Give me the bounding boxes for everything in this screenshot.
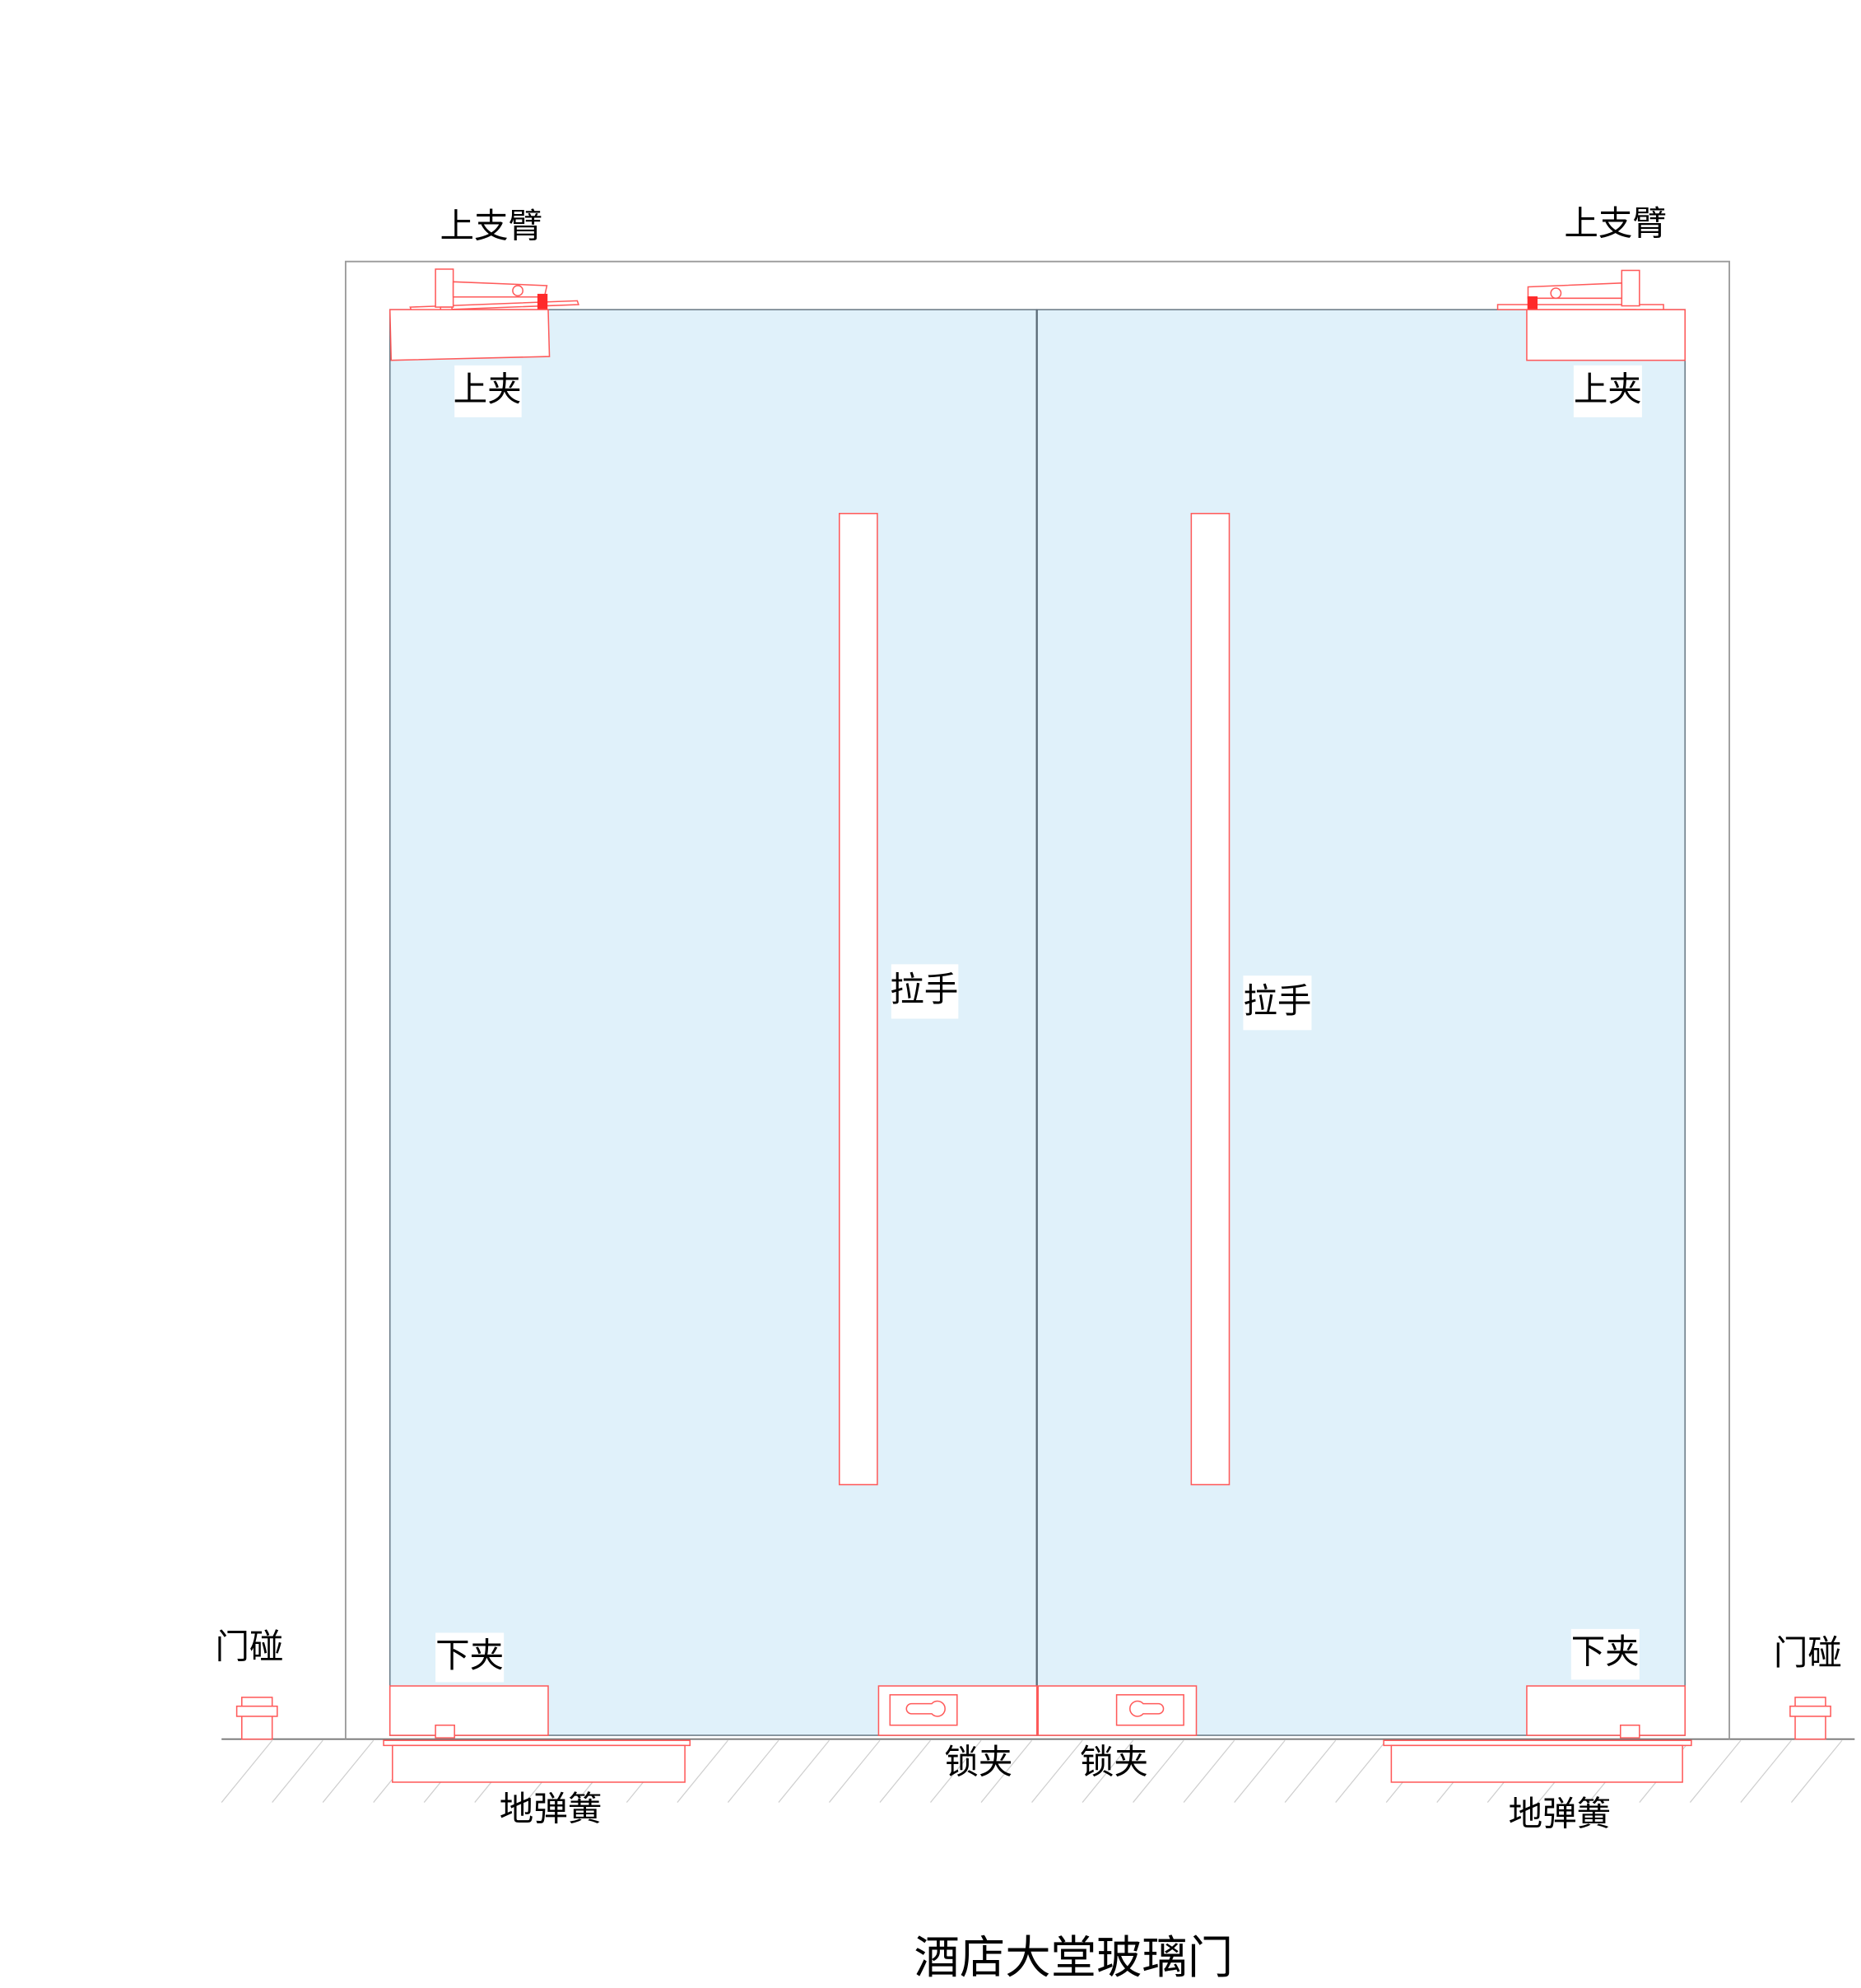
label-bottom-clamp-right: 下夹 <box>1571 1632 1640 1672</box>
hatch-line <box>828 1739 881 1803</box>
drawing-title: 酒店大堂玻璃门 <box>914 1932 1234 1985</box>
hatch-line <box>1234 1739 1286 1803</box>
hatch-line <box>1790 1739 1843 1803</box>
label-top-clamp-left: 上夹 <box>454 369 522 409</box>
hatch-line <box>1031 1739 1083 1803</box>
label-handle-right: 拉手 <box>1243 980 1311 1021</box>
label-lock-clamp-left: 锁夹 <box>944 1741 1012 1781</box>
label-floor-spring-right: 地弹簧 <box>1509 1793 1612 1833</box>
hatch-line <box>1133 1739 1184 1803</box>
hatch-line <box>1689 1739 1742 1803</box>
right-pull-handle <box>1190 513 1231 1486</box>
hatch-line <box>1082 1739 1134 1803</box>
right-top-arm <box>1496 269 1664 324</box>
right-floor-spring <box>1383 1739 1692 1783</box>
label-top-arm-left: 上支臂 <box>440 206 543 246</box>
right-bottom-clamp <box>1526 1685 1686 1739</box>
left-floor-spring <box>383 1739 691 1783</box>
hatch-line <box>1335 1739 1387 1803</box>
label-door-stop-right: 门碰 <box>1774 1632 1842 1673</box>
right-top-clamp <box>1526 309 1686 361</box>
left-pull-handle <box>838 513 878 1486</box>
left-bottom-clamp <box>388 1685 549 1739</box>
hatch-line <box>677 1739 728 1803</box>
hatch-line <box>1284 1739 1337 1803</box>
left-door-stop <box>235 1697 278 1740</box>
label-floor-spring-left: 地弹簧 <box>500 1788 602 1828</box>
hatch-line <box>930 1739 982 1803</box>
left-glass-panel <box>388 309 1038 1736</box>
hatch-line <box>272 1739 323 1803</box>
hatch-line <box>221 1739 273 1803</box>
left-lock-clamp <box>877 1685 1038 1736</box>
door-frame <box>344 260 1730 1739</box>
hatch-line <box>1740 1739 1792 1803</box>
right-glass-panel <box>1035 309 1686 1736</box>
label-door-stop-left: 门碰 <box>215 1626 283 1666</box>
hatch-line <box>727 1739 779 1803</box>
label-bottom-clamp-left: 下夹 <box>435 1635 504 1675</box>
hatch-line <box>1183 1739 1235 1803</box>
left-top-clamp <box>388 309 551 361</box>
label-top-clamp-right: 上夹 <box>1574 369 1642 409</box>
hatch-line <box>322 1739 375 1803</box>
right-lock-clamp <box>1037 1685 1198 1736</box>
right-door-stop <box>1789 1697 1831 1740</box>
label-handle-left: 拉手 <box>890 969 958 1009</box>
hatch-line <box>879 1739 931 1803</box>
hatch-line <box>980 1739 1033 1803</box>
label-top-arm-right: 上支臂 <box>1564 203 1667 244</box>
label-lock-clamp-right: 锁夹 <box>1080 1741 1148 1781</box>
hatch-line <box>778 1739 830 1803</box>
